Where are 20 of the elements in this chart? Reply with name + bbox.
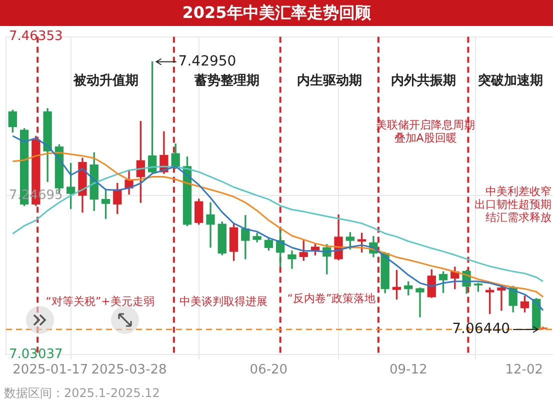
x-tick-label: 2025-03-28 bbox=[91, 362, 167, 378]
x-tick-label: 2025-01-17 bbox=[12, 362, 88, 378]
x-tick-label: 12-02 bbox=[505, 362, 544, 378]
annotation: 7.42950 bbox=[178, 53, 236, 70]
y-tick-label: 7.46353 bbox=[9, 29, 63, 44]
ref-line-label: 蓄势整理期 bbox=[194, 72, 260, 89]
ref-line-label: 内生驱动期 bbox=[296, 74, 362, 89]
annotation: “对等关税”+美元走弱 bbox=[46, 294, 154, 308]
ref-line-label: 内外共振期 bbox=[390, 74, 456, 89]
ref-line-label: 被动升值期 bbox=[72, 72, 138, 89]
text: 数据区间：2025.1-2025.12 bbox=[4, 386, 160, 400]
annotation: “反内卷”政策落地 bbox=[287, 292, 376, 305]
x-tick-label: 06-20 bbox=[250, 362, 288, 378]
annotation: 7.06440 bbox=[452, 321, 510, 338]
chart-title: 2025年中美汇率走势回顾 bbox=[0, 0, 553, 26]
x-tick-label: 09-12 bbox=[389, 362, 428, 378]
ref-line-label: 突破加速期 bbox=[477, 72, 544, 89]
y-tick-label: 7.03037 bbox=[9, 346, 63, 362]
annotation: 中美利差收窄出口韧性超预期结汇需求释放 bbox=[474, 184, 552, 224]
annotation: 中美谈判取得进展 bbox=[180, 294, 268, 308]
